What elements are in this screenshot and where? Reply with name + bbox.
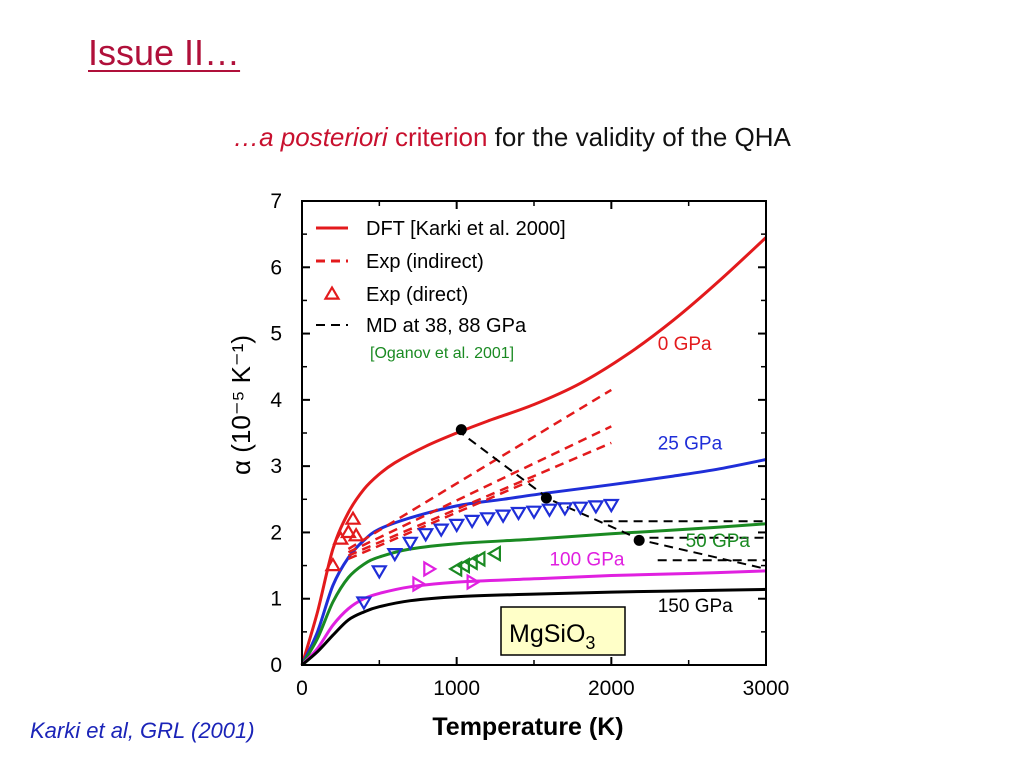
exp-direct-marker <box>486 545 501 563</box>
exp-direct-marker <box>344 510 362 525</box>
exp-indirect-line <box>347 388 612 551</box>
legend-note: [Oganov et al. 2001] <box>370 345 514 362</box>
legend-label: DFT [Karki et al. 2000] <box>366 218 566 240</box>
mgsio3-text: MgSiO <box>509 620 585 648</box>
chart-curve-labels-group: 0 GPa 25 GPa 50 GPa 100 GPa 150 GPa <box>549 334 750 617</box>
x-tick-label: 0 <box>296 677 308 700</box>
exp-indirect-line <box>347 425 612 554</box>
curve-label: 150 GPa <box>658 596 733 617</box>
y-tick-label: 2 <box>270 521 282 544</box>
exp-direct-marker <box>448 518 466 534</box>
chart-markers-group <box>324 424 645 611</box>
legend-swatch-triangle <box>323 285 341 300</box>
curve-label: 100 GPa <box>549 550 624 571</box>
exp-direct-marker <box>602 498 620 514</box>
chart-inset: MgSiO3 <box>500 606 626 656</box>
md-point <box>455 424 467 436</box>
exp-indirect-line <box>347 441 612 557</box>
x-axis-label: Temperature (K) <box>432 713 623 741</box>
mgsio3-subscript: 3 <box>585 633 595 653</box>
subtitle-italic: …a posteriori <box>233 122 388 152</box>
exp-direct-marker <box>463 553 478 571</box>
curve-label: 25 GPa <box>658 434 723 455</box>
y-tick-label: 7 <box>270 190 282 213</box>
mgsio3-label: MgSiO3 <box>509 620 595 653</box>
exp-direct-marker <box>347 527 365 542</box>
exp-direct-marker <box>587 500 605 515</box>
exp-direct-marker <box>510 506 527 522</box>
legend-label: Exp (indirect) <box>366 251 484 273</box>
exp-direct-marker <box>541 503 558 518</box>
citation: Karki et al, GRL (2001) <box>30 718 255 743</box>
y-tick-label: 6 <box>270 256 282 279</box>
legend-label: MD at 38, 88 GPa <box>366 315 527 337</box>
y-axis-label: α (10⁻⁵ K⁻¹) <box>226 335 256 475</box>
dft-curve-100-gpa <box>300 569 767 667</box>
y-tick-label: 1 <box>270 588 282 611</box>
slide-title: Issue II… <box>88 32 241 73</box>
subtitle-black: for the validity of the QHA <box>487 122 791 152</box>
legend-label: Exp (direct) <box>366 284 468 306</box>
exp-direct-marker <box>448 560 463 578</box>
dft-curve-150-gpa <box>301 587 767 667</box>
slide-subtitle: …a posteriori criterion for the validity… <box>0 122 1024 153</box>
chart-series-group <box>300 236 768 667</box>
md-point <box>540 492 552 504</box>
exp-direct-marker <box>355 596 373 611</box>
dft-curve-0-gpa <box>300 236 768 666</box>
exp-direct-marker <box>423 560 438 578</box>
y-tick-label: 4 <box>270 389 282 412</box>
exp-direct-marker <box>471 550 486 568</box>
exp-direct-marker <box>401 536 419 552</box>
md-dashed-line <box>456 428 767 570</box>
exp-direct-marker <box>324 556 342 572</box>
y-tick-label: 5 <box>270 323 282 346</box>
chart-axes-group: 0 1000 2000 3000 0 1 2 3 4 5 6 7 Temperature (K) α (1… <box>226 190 789 741</box>
exp-direct-marker <box>432 523 450 538</box>
mgsio3-box <box>500 606 626 656</box>
x-tick-label: 1000 <box>433 677 480 700</box>
subtitle-red: criterion <box>387 122 488 152</box>
exp-direct-marker <box>479 512 497 527</box>
md-point <box>633 534 645 546</box>
exp-direct-marker <box>466 573 481 591</box>
x-tick-label: 2000 <box>588 677 635 700</box>
curve-label: 0 GPa <box>658 334 712 355</box>
exp-direct-marker <box>571 501 589 516</box>
y-tick-label: 0 <box>270 654 282 677</box>
exp-indirect-line <box>347 478 535 561</box>
exp-direct-marker <box>494 509 512 524</box>
exp-direct-marker <box>370 565 388 580</box>
exp-direct-marker <box>417 528 435 543</box>
exp-direct-marker <box>455 557 470 575</box>
exp-direct-marker <box>556 502 574 517</box>
exp-direct-marker <box>525 505 543 520</box>
chart-legend: DFT [Karki et al. 2000] Exp (indirect) Exp… <box>316 218 566 362</box>
x-tick-label: 3000 <box>743 677 790 700</box>
exp-direct-marker <box>412 575 427 593</box>
y-tick-label: 3 <box>270 455 282 478</box>
exp-direct-marker <box>339 523 357 539</box>
exp-direct-marker <box>463 514 481 530</box>
curve-label: 50 GPa <box>686 531 751 552</box>
exp-direct-marker <box>386 547 404 563</box>
